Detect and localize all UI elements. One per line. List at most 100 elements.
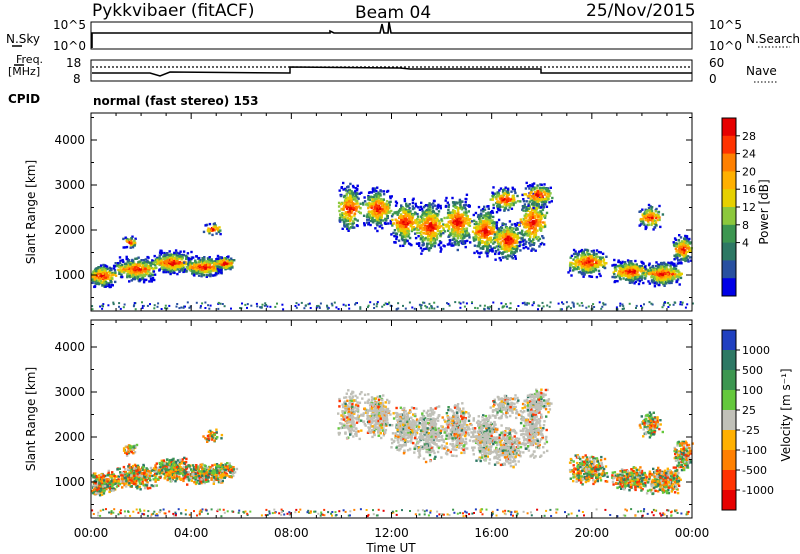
nsky-strip-frame bbox=[90, 21, 693, 50]
scatter-cell bbox=[419, 246, 423, 250]
scatter-cell bbox=[438, 220, 441, 223]
scatter-cell bbox=[402, 244, 405, 247]
scatter-cell bbox=[212, 267, 215, 270]
ground-scatter-cell bbox=[537, 308, 539, 311]
scatter-cell bbox=[473, 251, 476, 255]
scatter-cell bbox=[473, 239, 476, 242]
scatter-cell bbox=[630, 268, 634, 271]
scatter-cell bbox=[436, 205, 439, 208]
scatter-cell bbox=[105, 265, 109, 268]
scatter-cell bbox=[398, 225, 402, 228]
scatter-cell bbox=[159, 257, 162, 260]
scatter-cell bbox=[371, 199, 374, 203]
ground-scatter-cell bbox=[246, 303, 249, 306]
scatter-cell bbox=[213, 261, 216, 265]
scatter-cell bbox=[538, 225, 541, 228]
scatter-cell bbox=[477, 223, 480, 226]
scatter-cell bbox=[210, 229, 213, 232]
ground-scatter-cell bbox=[282, 308, 285, 311]
scatter-cell bbox=[214, 264, 218, 267]
scatter-cell bbox=[503, 188, 506, 191]
scatter-cell bbox=[420, 237, 423, 240]
scatter-cell bbox=[636, 273, 640, 276]
scatter-cell bbox=[192, 273, 195, 276]
scatter-cell bbox=[522, 206, 526, 209]
scatter-cell bbox=[454, 225, 458, 228]
scatter-cell bbox=[416, 218, 419, 221]
ground-scatter-cell bbox=[668, 303, 671, 306]
scatter-cell bbox=[522, 240, 525, 243]
scatter-cell bbox=[582, 271, 585, 275]
scatter-cell bbox=[492, 221, 496, 224]
scatter-cell bbox=[499, 187, 503, 190]
scatter-cell bbox=[623, 261, 627, 264]
scatter-cell bbox=[180, 255, 183, 258]
scatter-cell bbox=[599, 274, 602, 278]
scatter-cell bbox=[199, 268, 202, 271]
scatter-cell bbox=[376, 229, 379, 233]
ground-scatter-cell bbox=[166, 307, 169, 310]
scatter-cell bbox=[499, 205, 502, 208]
scatter-cell bbox=[529, 197, 532, 200]
scatter-cell bbox=[120, 270, 123, 273]
scatter-cell bbox=[453, 229, 457, 232]
scatter-cell bbox=[388, 201, 391, 204]
scatter-cell bbox=[375, 222, 378, 225]
scatter-cell bbox=[373, 219, 376, 223]
scatter-cell bbox=[378, 207, 382, 210]
scatter-cell bbox=[228, 260, 231, 263]
ground-scatter-cell bbox=[354, 303, 357, 306]
scatter-cell bbox=[154, 264, 157, 267]
ground-scatter-cell bbox=[208, 307, 211, 310]
scatter-cell bbox=[614, 265, 617, 269]
scatter-cell bbox=[391, 213, 395, 216]
scatter-cell bbox=[379, 216, 382, 219]
scatter-cell bbox=[131, 271, 134, 274]
scatter-cell bbox=[429, 215, 433, 219]
scatter-cell bbox=[395, 223, 399, 227]
scatter-cell bbox=[532, 222, 536, 225]
scatter-cell bbox=[408, 236, 412, 240]
scatter-cell bbox=[375, 213, 378, 216]
scatter-cell bbox=[396, 225, 399, 228]
scatter-cell bbox=[473, 232, 477, 235]
scatter-cell bbox=[426, 218, 429, 221]
nsky-tick-top: 10^5 bbox=[53, 18, 86, 32]
ground-scatter-cell bbox=[531, 304, 534, 307]
scatter-cell bbox=[414, 236, 418, 240]
scatter-cell bbox=[574, 252, 578, 256]
scatter-cell bbox=[541, 198, 545, 201]
scatter-cell bbox=[372, 196, 375, 199]
scatter-cell bbox=[496, 200, 499, 204]
scatter-cell bbox=[208, 263, 211, 266]
scatter-cell bbox=[489, 215, 493, 218]
scatter-cell bbox=[152, 261, 155, 264]
scatter-cell bbox=[403, 232, 406, 235]
scatter-cell bbox=[216, 265, 219, 268]
scatter-cell bbox=[478, 255, 481, 259]
scatter-cell bbox=[506, 242, 510, 245]
scatter-cell bbox=[194, 260, 197, 263]
scatter-cell bbox=[415, 205, 418, 208]
scatter-cell bbox=[367, 191, 371, 194]
ground-scatter-cell bbox=[265, 304, 268, 306]
scatter-cell bbox=[136, 267, 140, 270]
scatter-cell bbox=[143, 261, 146, 264]
scatter-cell bbox=[476, 244, 479, 248]
scatter-cell bbox=[421, 249, 424, 252]
ground-scatter-cell bbox=[264, 302, 267, 305]
scatter-cell bbox=[100, 274, 103, 277]
scatter-cell bbox=[582, 254, 585, 258]
scatter-cell bbox=[359, 202, 362, 205]
scatter-cell bbox=[132, 273, 135, 276]
scatter-cell bbox=[435, 219, 438, 222]
scatter-cell bbox=[479, 227, 482, 230]
scatter-cell bbox=[342, 220, 345, 223]
ground-scatter-cell bbox=[217, 301, 220, 304]
scatter-cell bbox=[668, 281, 671, 285]
scatter-cell bbox=[380, 190, 383, 193]
scatter-cell bbox=[620, 274, 624, 277]
scatter-cell bbox=[106, 275, 110, 278]
scatter-cell bbox=[529, 244, 532, 247]
scatter-cell bbox=[418, 244, 421, 247]
